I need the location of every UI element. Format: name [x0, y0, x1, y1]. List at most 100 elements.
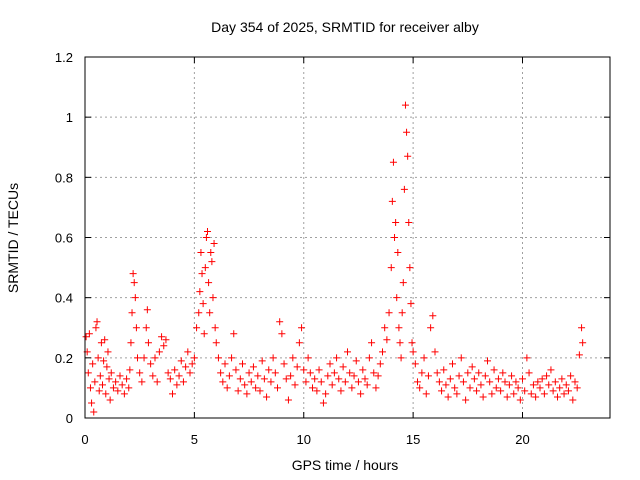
- data-point: [88, 399, 96, 407]
- data-point: [302, 378, 310, 386]
- data-point: [497, 387, 505, 395]
- data-point: [475, 369, 483, 377]
- data-point: [457, 354, 465, 362]
- data-point: [82, 333, 90, 341]
- y-tick-label: 0.6: [55, 231, 73, 246]
- data-point: [470, 375, 478, 383]
- data-point: [556, 384, 564, 392]
- data-point: [276, 318, 284, 326]
- x-tick-label: 15: [406, 432, 420, 447]
- data-point: [193, 324, 201, 332]
- data-point: [438, 387, 446, 395]
- data-point: [199, 300, 207, 308]
- data-point: [160, 342, 168, 350]
- data-point: [333, 354, 341, 362]
- data-point: [571, 378, 579, 386]
- y-tick-label: 0.4: [55, 291, 73, 306]
- data-point: [459, 378, 467, 386]
- data-point: [490, 366, 498, 374]
- data-point: [529, 381, 537, 389]
- data-point: [265, 366, 273, 374]
- data-point: [543, 372, 551, 380]
- data-point: [405, 218, 413, 226]
- data-point: [361, 375, 369, 383]
- data-point: [84, 369, 92, 377]
- data-point: [427, 324, 435, 332]
- data-point: [387, 264, 395, 272]
- data-point: [519, 375, 526, 383]
- data-point: [211, 324, 219, 332]
- data-point: [315, 366, 323, 374]
- data-point: [431, 348, 439, 356]
- data-point: [254, 372, 262, 380]
- data-point: [324, 372, 332, 380]
- data-point: [188, 360, 196, 368]
- x-tick-label: 10: [297, 432, 311, 447]
- data-point: [278, 330, 286, 338]
- data-point: [510, 390, 518, 398]
- x-tick-label: 0: [81, 432, 88, 447]
- data-point: [247, 378, 255, 386]
- data-point: [400, 185, 408, 193]
- data-point: [372, 384, 380, 392]
- data-point: [420, 354, 428, 362]
- y-axis-title: SRMTID / TECUs: [5, 183, 21, 293]
- data-point: [249, 363, 257, 371]
- data-point: [383, 336, 391, 344]
- data-point: [341, 378, 349, 386]
- data-point: [169, 390, 176, 398]
- data-point: [549, 387, 557, 395]
- data-point: [105, 375, 113, 383]
- data-point: [388, 197, 396, 205]
- data-point: [416, 384, 424, 392]
- data-point: [239, 360, 246, 368]
- data-point: [173, 381, 181, 389]
- data-point: [228, 354, 236, 362]
- data-point: [130, 279, 138, 287]
- data-point: [208, 258, 216, 266]
- data-point: [313, 387, 321, 395]
- data-point: [391, 234, 399, 241]
- data-point: [162, 336, 170, 344]
- data-point: [414, 378, 421, 386]
- data-point: [243, 390, 251, 398]
- data-point: [134, 354, 141, 362]
- axis-ticks: 0 0.2 0.4 0.6 0.8 1 1.2 0 5 10 15 20: [55, 50, 610, 447]
- data-point: [317, 378, 325, 386]
- data-point: [214, 354, 222, 362]
- data-point: [562, 381, 570, 389]
- data-point: [374, 372, 382, 380]
- data-point: [330, 369, 338, 377]
- data-point: [138, 378, 146, 386]
- data-points: [82, 101, 587, 416]
- data-point: [408, 339, 416, 347]
- data-point: [389, 158, 397, 166]
- data-point: [186, 369, 194, 377]
- data-point: [499, 369, 507, 377]
- data-point: [177, 357, 185, 365]
- data-point: [136, 369, 144, 377]
- data-point: [451, 384, 459, 392]
- data-point: [184, 348, 192, 356]
- data-point: [300, 366, 308, 374]
- data-point: [409, 348, 417, 356]
- data-point: [440, 366, 448, 374]
- data-point: [198, 270, 206, 278]
- data-point: [551, 378, 559, 386]
- x-axis-title: GPS time / hours: [292, 457, 399, 473]
- data-point: [339, 363, 347, 371]
- data-point: [103, 363, 111, 371]
- data-point: [322, 390, 330, 398]
- data-point: [258, 357, 266, 365]
- data-point: [359, 366, 367, 374]
- data-point: [196, 288, 204, 296]
- data-point: [442, 381, 450, 389]
- data-point: [118, 381, 126, 389]
- y-tick-label: 0.2: [55, 351, 73, 366]
- data-point: [223, 384, 231, 392]
- data-point: [179, 378, 187, 386]
- data-point: [484, 357, 491, 365]
- data-point: [109, 384, 117, 392]
- x-tick-label: 20: [515, 432, 529, 447]
- data-point: [232, 366, 240, 374]
